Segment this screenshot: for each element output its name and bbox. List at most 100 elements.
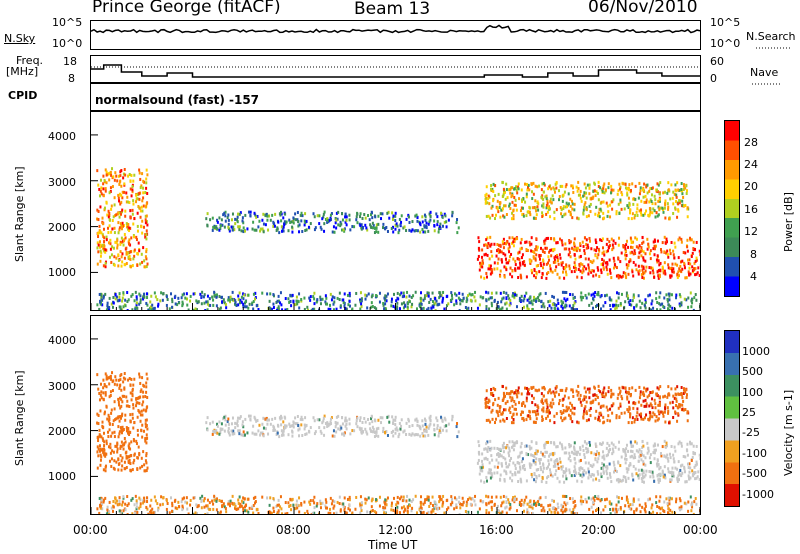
velocity-mark xyxy=(667,507,670,511)
power-mark xyxy=(628,203,631,207)
velocity-mark xyxy=(617,477,620,481)
power-mark xyxy=(348,304,351,308)
power-mark xyxy=(118,215,121,219)
power-mark xyxy=(545,206,548,210)
power-mark xyxy=(356,212,359,216)
power-mark xyxy=(119,242,122,246)
power-mark xyxy=(227,222,230,226)
velocity-mark xyxy=(424,498,427,502)
power-mark xyxy=(142,295,145,299)
power-mark xyxy=(135,238,138,242)
power-mark xyxy=(536,205,539,209)
velocity-mark xyxy=(545,440,548,444)
velocity-mark xyxy=(128,433,131,437)
velocity-mark xyxy=(118,496,121,500)
power-mark xyxy=(203,293,206,297)
velocity-mark xyxy=(230,429,233,433)
velocity-mark xyxy=(98,433,101,437)
power-mark xyxy=(483,253,486,257)
power-mark xyxy=(556,298,559,302)
velocity-mark xyxy=(687,474,690,478)
velocity-mark xyxy=(234,504,237,508)
power-mark xyxy=(642,272,645,276)
power-mark xyxy=(128,242,131,246)
power-mark xyxy=(181,302,184,306)
velocity-mark xyxy=(327,511,330,514)
power-mark xyxy=(113,263,116,267)
power-mark xyxy=(659,248,662,252)
power-mark xyxy=(605,265,608,269)
velocity-mark xyxy=(372,430,375,434)
velocity-mark xyxy=(548,454,551,458)
power-mark xyxy=(513,237,516,241)
velocity-mark xyxy=(356,425,359,429)
power-mark xyxy=(550,201,553,205)
velocity-mark xyxy=(382,430,385,434)
power-mark xyxy=(103,236,106,240)
power-mark xyxy=(370,210,373,214)
velocity-mark xyxy=(485,511,488,514)
power-mark xyxy=(102,247,105,251)
velocity-mark xyxy=(110,377,113,381)
power-mark xyxy=(244,305,247,309)
velocity-mark xyxy=(434,505,437,509)
power-mark xyxy=(525,291,528,295)
power-mark xyxy=(411,302,414,306)
velocity-mark xyxy=(272,506,275,510)
power-mark xyxy=(136,306,139,310)
velocity-mark xyxy=(661,469,664,473)
power-mark xyxy=(671,262,674,266)
velocity-mark xyxy=(341,416,344,420)
power-mark xyxy=(480,255,483,259)
power-mark xyxy=(658,192,661,196)
velocity-mark xyxy=(512,448,515,452)
power-mark xyxy=(595,190,598,194)
velocity-mark xyxy=(342,432,345,436)
power-mark xyxy=(528,188,531,192)
power-mark xyxy=(371,216,374,220)
power-mark xyxy=(342,228,345,232)
velocity-mark xyxy=(643,508,646,512)
velocity-mark xyxy=(679,468,682,472)
power-mark xyxy=(511,236,514,240)
power-mark xyxy=(477,236,480,240)
velocity-mark xyxy=(549,468,552,472)
power-mark xyxy=(375,230,378,234)
power-mark xyxy=(631,212,634,216)
velocity-mark xyxy=(657,478,660,482)
velocity-mark xyxy=(656,464,659,468)
velocity-mark xyxy=(564,446,567,450)
power-mark xyxy=(422,230,425,234)
velocity-mark xyxy=(583,469,586,473)
power-mark xyxy=(254,213,257,217)
velocity-mark xyxy=(116,383,119,387)
nave-label: Nave xyxy=(750,66,779,79)
velocity-mark xyxy=(612,443,615,447)
power-mark xyxy=(573,253,576,257)
cpid-label: CPID xyxy=(8,89,38,102)
velocity-mark xyxy=(632,444,635,448)
velocity-mark xyxy=(103,410,106,414)
velocity-mark xyxy=(237,498,240,502)
power-mark xyxy=(184,296,187,300)
power-mark xyxy=(330,218,333,222)
power-mark xyxy=(127,223,130,227)
power-mark xyxy=(482,261,485,265)
power-mark xyxy=(206,308,209,310)
velocity-mark xyxy=(640,477,643,481)
velocity-mark xyxy=(580,499,583,503)
power-mark xyxy=(543,305,546,309)
power-mark xyxy=(229,300,232,304)
velocity-mark xyxy=(547,465,550,469)
power-mark xyxy=(637,196,640,200)
velocity-mark xyxy=(624,478,627,482)
velocity-mark xyxy=(400,418,403,422)
power-mark xyxy=(600,268,603,272)
velocity-mark xyxy=(500,454,503,458)
velocity-mark xyxy=(141,376,144,380)
power-mark xyxy=(277,305,280,309)
velocity-mark xyxy=(451,414,454,418)
velocity-mark xyxy=(508,501,511,505)
velocity-mark xyxy=(421,424,424,428)
power-mark xyxy=(342,301,345,305)
